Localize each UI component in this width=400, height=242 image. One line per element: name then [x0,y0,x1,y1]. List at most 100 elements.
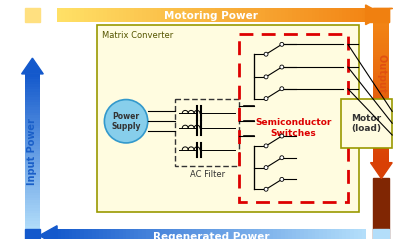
Polygon shape [111,229,115,242]
Polygon shape [173,229,177,242]
Polygon shape [208,229,211,242]
Polygon shape [331,8,335,22]
Polygon shape [24,193,40,195]
Polygon shape [374,78,389,80]
Polygon shape [219,8,223,22]
Circle shape [264,166,268,170]
Polygon shape [374,97,389,99]
Polygon shape [308,8,312,22]
Polygon shape [374,90,389,92]
Polygon shape [22,58,43,74]
Polygon shape [350,229,354,242]
Polygon shape [323,8,327,22]
Polygon shape [374,153,389,156]
Polygon shape [196,8,200,22]
Polygon shape [211,229,215,242]
Polygon shape [24,169,40,172]
Polygon shape [277,229,281,242]
Polygon shape [374,62,389,64]
Polygon shape [219,229,223,242]
Polygon shape [126,8,130,22]
Polygon shape [24,182,40,185]
Polygon shape [96,229,100,242]
Polygon shape [374,158,389,160]
Polygon shape [161,229,165,242]
Polygon shape [374,118,389,120]
Polygon shape [24,92,40,95]
Text: Matrix Converter: Matrix Converter [102,30,174,39]
Polygon shape [374,45,389,47]
Polygon shape [24,74,40,76]
Polygon shape [177,229,180,242]
Polygon shape [374,24,389,26]
Polygon shape [24,180,40,182]
Polygon shape [138,229,142,242]
Polygon shape [111,8,115,22]
Polygon shape [374,40,389,43]
Polygon shape [80,229,84,242]
Polygon shape [84,8,88,22]
Polygon shape [24,224,40,226]
Polygon shape [130,8,134,22]
Polygon shape [24,128,40,131]
Polygon shape [281,229,285,242]
Polygon shape [246,8,250,22]
Polygon shape [24,138,40,141]
Polygon shape [24,79,40,82]
Polygon shape [374,139,389,142]
Polygon shape [126,229,130,242]
Polygon shape [24,167,40,169]
Polygon shape [24,136,40,138]
Polygon shape [24,76,40,79]
Polygon shape [24,174,40,177]
Polygon shape [335,229,339,242]
Polygon shape [24,113,40,115]
Polygon shape [154,229,157,242]
Polygon shape [374,71,389,73]
Polygon shape [92,8,96,22]
Polygon shape [24,159,40,162]
Polygon shape [157,229,161,242]
Text: Regenerated Power: Regenerated Power [153,232,270,242]
Polygon shape [312,229,316,242]
Polygon shape [180,8,184,22]
Polygon shape [24,208,40,211]
Polygon shape [265,8,269,22]
Polygon shape [24,213,40,216]
Polygon shape [24,218,40,221]
Polygon shape [24,89,40,92]
Polygon shape [57,229,61,242]
Polygon shape [308,229,312,242]
Polygon shape [374,109,389,111]
Polygon shape [374,87,389,90]
Polygon shape [24,82,40,84]
Polygon shape [374,144,389,146]
Polygon shape [24,185,40,187]
Polygon shape [24,205,40,208]
Polygon shape [24,177,40,180]
Polygon shape [374,125,389,127]
Polygon shape [374,55,389,57]
Polygon shape [150,229,154,242]
Polygon shape [115,229,119,242]
Polygon shape [354,229,358,242]
Polygon shape [24,157,40,159]
Polygon shape [142,229,146,242]
Polygon shape [192,229,196,242]
Polygon shape [374,127,389,130]
Polygon shape [269,229,273,242]
Polygon shape [277,8,281,22]
Polygon shape [24,226,40,229]
Polygon shape [150,8,154,22]
Polygon shape [300,229,304,242]
Polygon shape [262,229,265,242]
Polygon shape [374,102,389,104]
Polygon shape [374,99,389,102]
Polygon shape [196,229,200,242]
Polygon shape [138,8,142,22]
Polygon shape [146,8,150,22]
Polygon shape [80,8,84,22]
Polygon shape [184,8,188,22]
Polygon shape [288,8,292,22]
Polygon shape [231,229,234,242]
